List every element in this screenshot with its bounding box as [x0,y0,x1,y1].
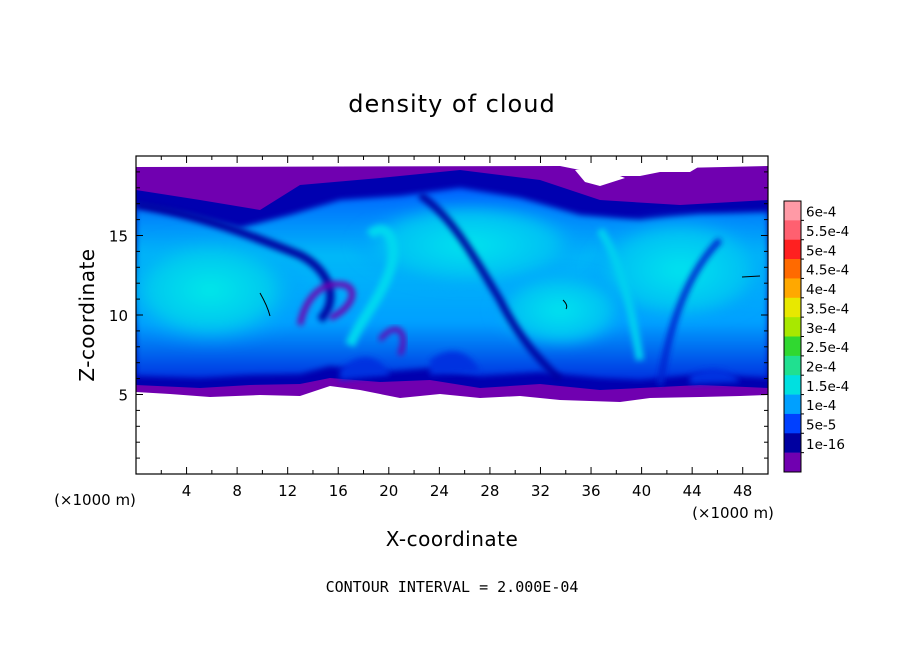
x-tick-label: 48 [733,482,752,500]
colorbar-swatch [784,259,801,279]
y-axis-label: Z-coordinate [75,248,99,381]
x-tick-label: 4 [182,482,192,500]
x-tick-label: 40 [632,482,651,500]
y-unit-label: (×1000 m) [54,491,136,509]
colorbar-swatch [784,375,801,395]
x-tick-label: 44 [683,482,702,500]
colorbar-label: 3e-4 [806,321,836,337]
colorbar-swatch [784,413,801,434]
cloud-core-center [490,270,630,350]
colorbar-label: 1e-4 [806,398,836,414]
x-ticks: 4 8 12 16 20 24 28 32 36 40 44 48 [160,156,752,500]
x-tick-label: 16 [329,482,348,500]
y-tick-label: 5 [118,387,128,405]
x-tick-label: 8 [232,482,242,500]
x-tick-label: 32 [531,482,550,500]
chart-title: density of cloud [348,90,555,118]
colorbar-label: 5.5e-4 [806,224,849,240]
colorbar-swatch [784,297,801,318]
y-ticks: 5 10 15 [109,171,768,459]
eddy-dark-right [657,237,723,386]
colorbar-label: 3.5e-4 [806,301,849,317]
contour-line [259,292,271,317]
x-axis-label: X-coordinate [386,527,519,551]
eddy-dark-band-2 [418,192,563,383]
contour-line-3 [741,275,761,278]
colorbar-label: 1e-16 [806,437,845,453]
colorbar-swatch [784,201,801,221]
contour-interval-note: CONTOUR INTERVAL = 2.000E-04 [326,578,579,596]
colorbar-swatch [784,452,801,473]
cloud-gap-top [575,168,625,186]
colorbar-swatch [784,239,801,260]
x-unit-label: (×1000 m) [692,504,774,522]
colorbar-swatch [784,394,801,415]
colorbar-swatch [784,336,801,357]
cloud-core-left [136,230,310,350]
cloud-gap-top-2 [650,166,700,172]
colorbar-label: 2.5e-4 [806,340,849,356]
eddy-light-plume-2 [596,227,644,361]
colorbar-swatch [784,433,801,453]
colorbar-label: 4e-4 [806,282,836,298]
cloud-field [136,166,768,402]
colorbar-label: 6e-4 [806,205,836,221]
colorbar-swatch [784,355,801,376]
y-tick-label: 10 [109,307,128,325]
colorbar-label: 4.5e-4 [806,263,849,279]
eddy-light-plume [345,224,399,347]
x-tick-label: 20 [379,482,398,500]
x-tick-label: 12 [278,482,297,500]
y-tick-label: 15 [109,228,128,246]
eddy-dark-band [136,201,335,323]
colorbar-label: 5e-5 [806,418,836,434]
contour-line-2 [562,299,568,310]
x-tick-label: 28 [480,482,499,500]
eddy-purple-streak [297,281,356,326]
cloud-base-lumps [340,351,740,384]
colorbar-label: 1.5e-4 [806,379,849,395]
x-tick-label: 24 [430,482,449,500]
x-tick-label: 36 [581,482,600,500]
colorbar-swatch [784,278,801,299]
colorbar-swatch [784,317,801,337]
colorbar: 6e-4 5.5e-4 5e-4 4.5e-4 4e-4 3.5e-4 3e-4 2.5e-4… [783,200,849,473]
colorbar-label: 5e-4 [806,243,836,259]
eddy-purple-streak-2 [378,326,406,356]
colorbar-swatch [784,220,801,241]
colorbar-label: 2e-4 [806,360,836,376]
